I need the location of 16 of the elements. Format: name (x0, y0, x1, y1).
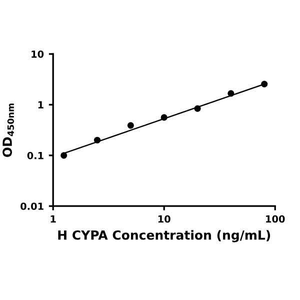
point (127, 122, 134, 129)
y-axis-title: OD$_{450nm}$ (2, 104, 14, 157)
point (160, 114, 168, 121)
x-tick-label: 10 (158, 215, 170, 223)
point (228, 90, 234, 97)
x-tick-label: 100 (266, 215, 285, 223)
y-tick-label: 0.01 (20, 202, 44, 210)
y-tick-label: 0.1 (27, 152, 44, 160)
point (60, 152, 68, 159)
point (94, 136, 101, 144)
y-tick-label: 1 (38, 101, 44, 108)
x-axis-title: H CYPA Concentration (ng/mL) (58, 230, 270, 242)
point (261, 80, 268, 88)
x-tick-label: 1 (50, 215, 56, 223)
point (194, 105, 201, 112)
y-tick-label: 10 (32, 50, 44, 58)
